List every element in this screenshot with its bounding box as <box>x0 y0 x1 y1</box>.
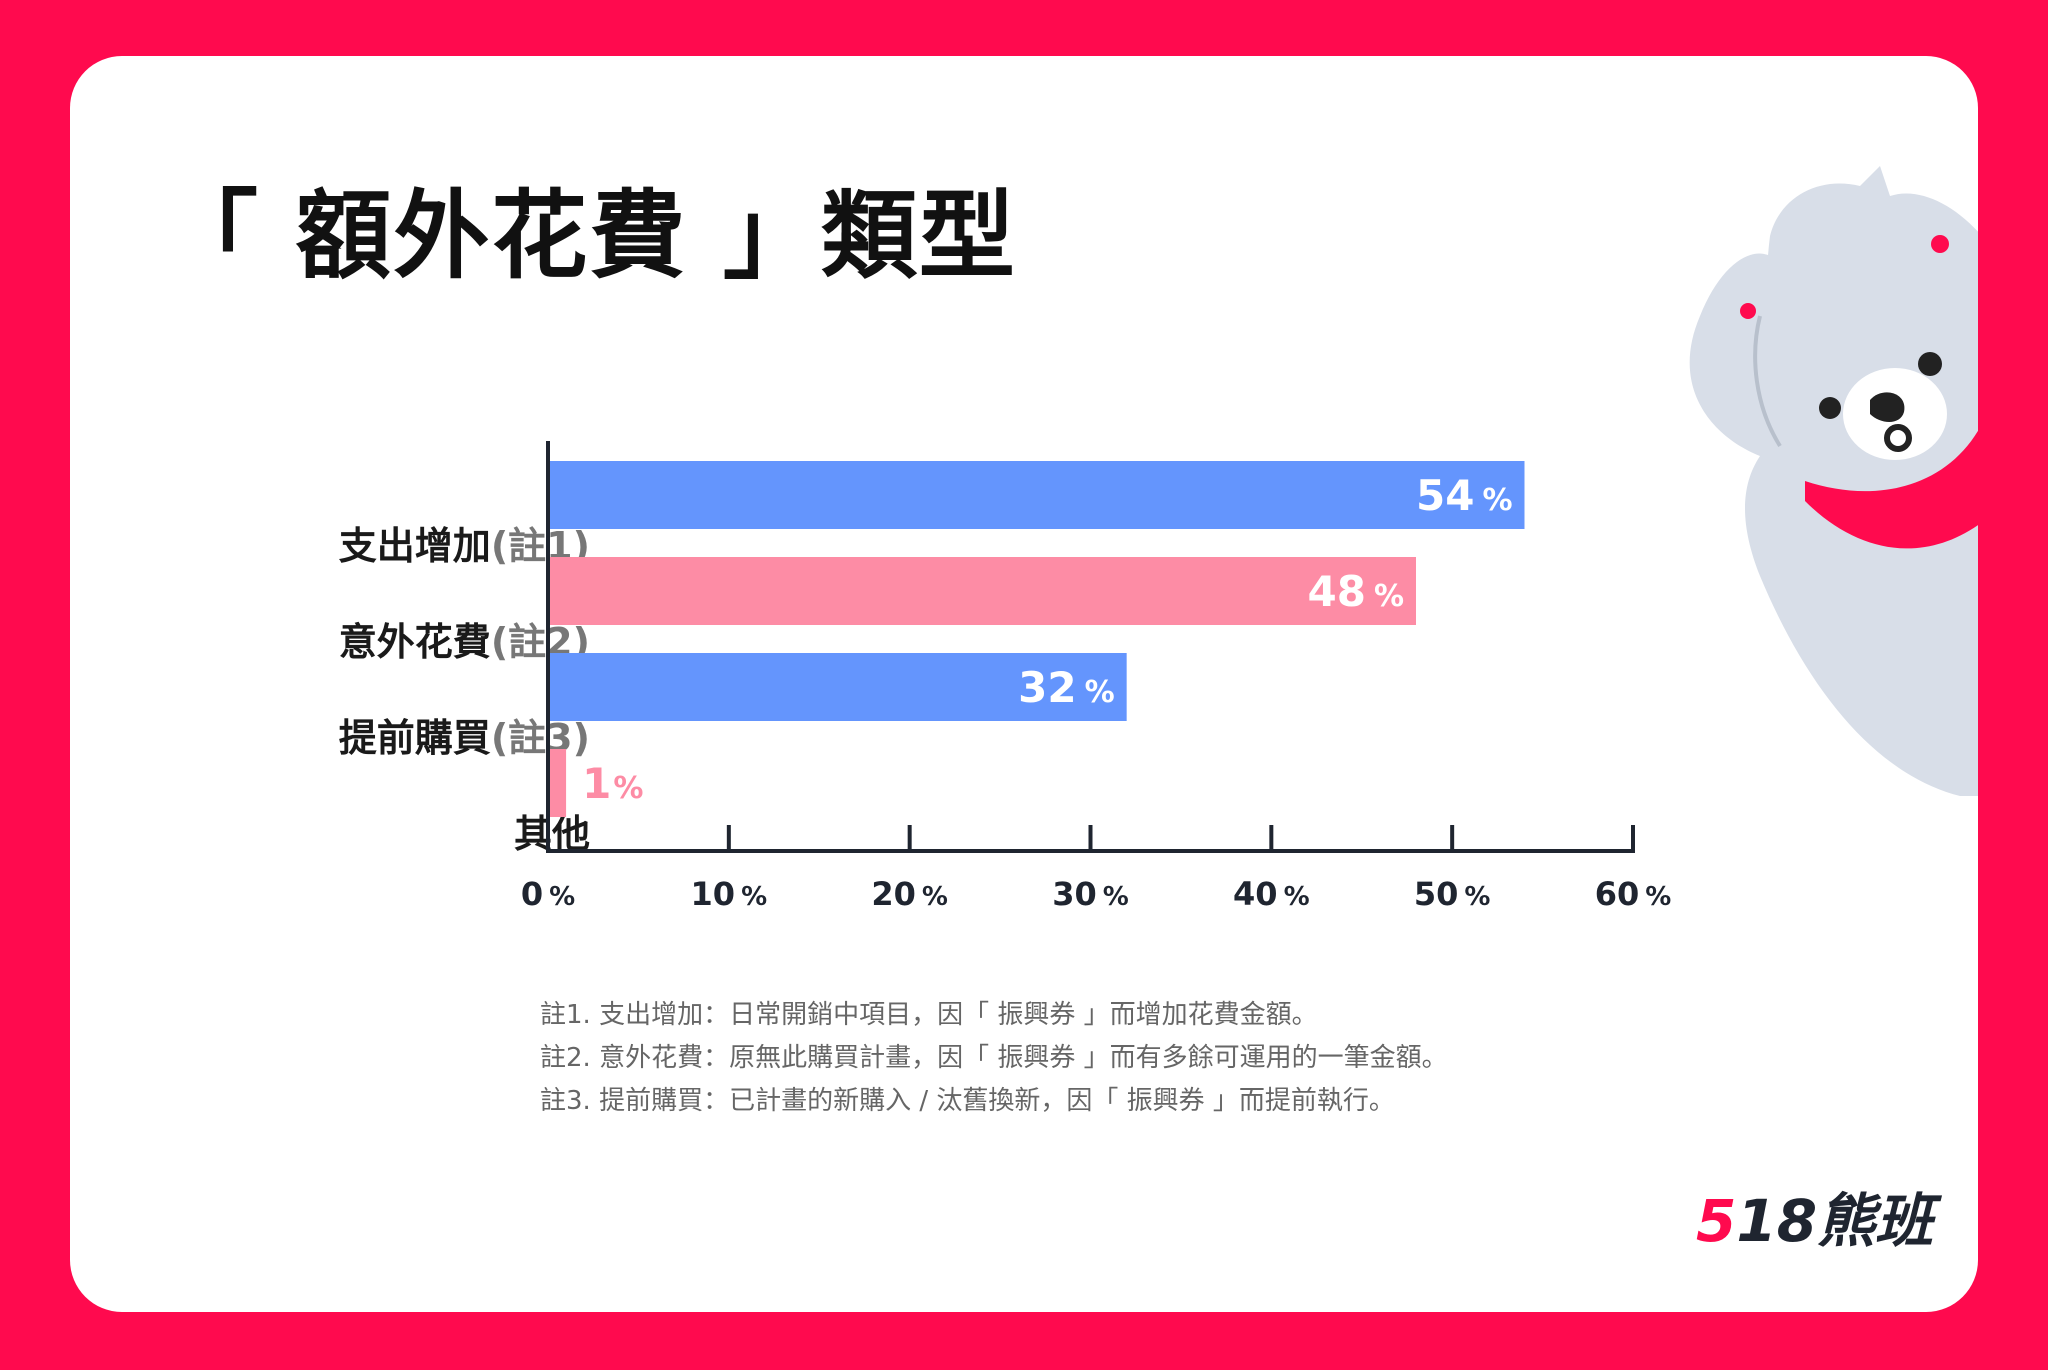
x-tick-label: 50% <box>1414 875 1491 913</box>
x-tick-label: 60% <box>1595 875 1672 913</box>
bar-value-label: 48% <box>1307 567 1404 616</box>
x-tick-label: 40% <box>1233 875 1310 913</box>
logo-digit: 5 <box>1696 1187 1737 1255</box>
x-tick-label: 0% <box>521 875 575 913</box>
footnotes: 註1. 支出增加：日常開銷中項目，因「 振興券 」而增加花費金額。 註2. 意外… <box>540 994 1448 1123</box>
x-tick-label: 20% <box>871 875 948 913</box>
category-name: 提前購買 <box>338 716 491 760</box>
card: 「 額外花費 」類型 支出增加(註1) 意外花費(註2) 提前購買(註3) 其他… <box>70 56 1978 1312</box>
category-name: 支出增加 <box>338 524 491 568</box>
bar <box>548 653 1127 721</box>
bear-face <box>1819 352 1947 460</box>
page-title: 「 額外花費 」類型 <box>162 180 1017 292</box>
x-tick-label: 30% <box>1052 875 1129 913</box>
bear-mascot-illustration <box>1689 166 1978 796</box>
bar-value-label: 54% <box>1416 471 1513 520</box>
bear-scarf <box>1805 430 1978 549</box>
footnote-2: 註2. 意外花費：原無此購買計畫，因「 振興券 」而有多餘可運用的一筆金額。 <box>540 1043 1448 1073</box>
footnote-1: 註1. 支出增加：日常開銷中項目，因「 振興券 」而增加花費金額。 <box>540 1000 1318 1030</box>
category-note: (註3) <box>490 716 590 760</box>
bar <box>548 749 567 817</box>
category-name: 其他 <box>513 812 590 856</box>
bar <box>548 461 1525 529</box>
bar-chart: 54 %48 % 32 % 1% 0% 10% 20% 30% 40% 50% 60% <box>521 441 1672 913</box>
category-name: 意外花費 <box>338 620 491 664</box>
x-tick-label: 10% <box>691 875 768 913</box>
bar <box>548 557 1416 625</box>
category-label-4: 其他 <box>210 809 590 859</box>
footnote-3: 註3. 提前購買：已計畫的新購入 / 汰舊換新，因「 振興券 」而提前執行。 <box>540 1086 1395 1116</box>
brand-logo: 518熊班 <box>1696 1186 1933 1256</box>
logo-text: 18熊班 <box>1736 1187 1934 1255</box>
bar-value-label: 1% <box>582 759 643 808</box>
bar-value-label: 32% <box>1018 663 1115 712</box>
category-label-3: 提前購買(註3) <box>210 713 590 763</box>
